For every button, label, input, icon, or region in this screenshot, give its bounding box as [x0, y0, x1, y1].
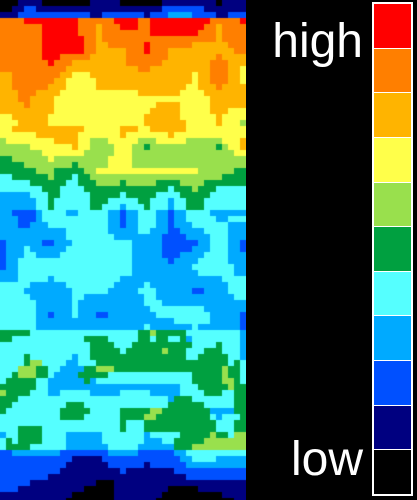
colorbar-segment: [374, 47, 411, 93]
colorbar-segment: [374, 315, 411, 361]
colorbar: [372, 2, 413, 496]
colorbar-segment: [374, 92, 411, 137]
colorbar-segment: [374, 270, 411, 316]
colorbar-segment: [374, 4, 411, 48]
colorbar-segment: [374, 360, 411, 405]
low-label: low: [290, 433, 363, 486]
colorbar-segment: [374, 404, 411, 450]
colorbar-segment: [374, 136, 411, 182]
heatmap-image: [0, 0, 246, 500]
colorbar-segment: [374, 181, 411, 227]
colorbar-segment: [374, 226, 411, 271]
high-label: high: [272, 15, 363, 68]
colorbar-segment: [374, 449, 411, 495]
